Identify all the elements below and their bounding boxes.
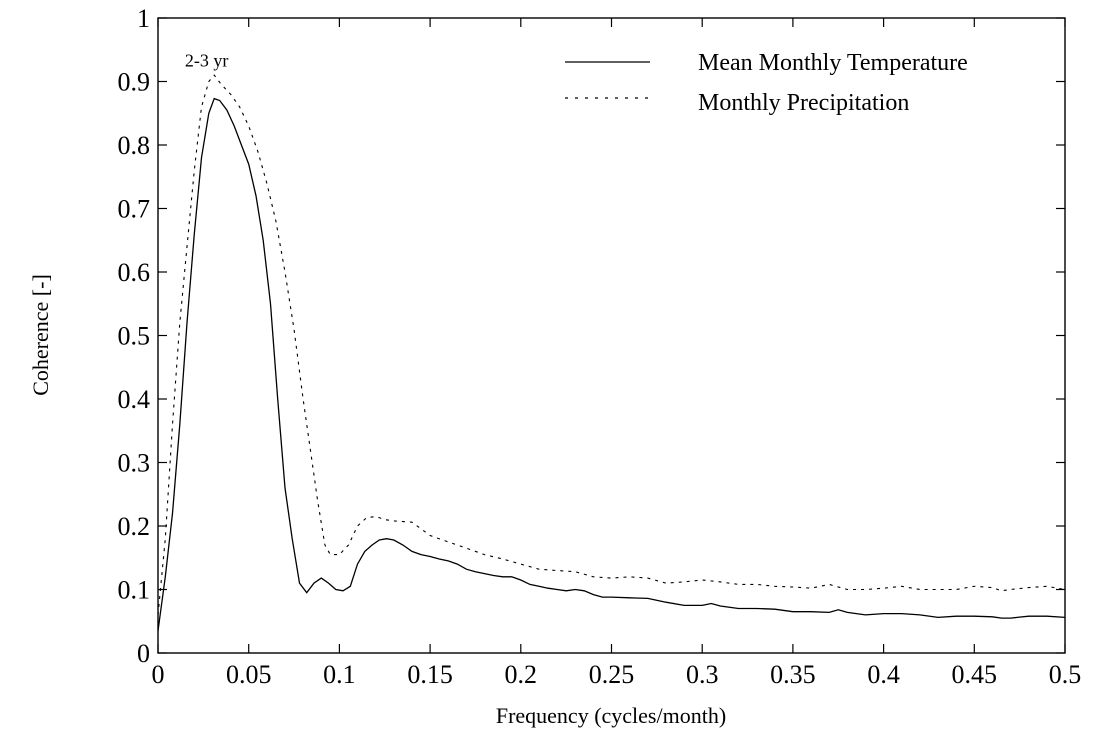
x-axis-label: Frequency (cycles/month)	[496, 703, 726, 728]
y-tick-label: 0.3	[118, 449, 151, 478]
x-tick-label: 0.15	[407, 660, 453, 689]
y-tick-label: 0.6	[118, 258, 151, 287]
y-tick-label: 1	[137, 4, 150, 33]
x-tick-label: 0.2	[505, 660, 538, 689]
series-line-temperature	[157, 97, 1066, 631]
y-tick-label: 0.2	[118, 512, 151, 541]
legend-label-precipitation: Monthly Precipitation	[698, 90, 909, 116]
y-axis-label: Coherence [-]	[28, 274, 53, 396]
y-tick-label: 0.8	[118, 131, 151, 160]
legend-label-temperature: Mean Monthly Temperature	[698, 50, 968, 76]
peak-annotation: 2-3 yr	[185, 50, 229, 70]
x-tick-label: 0.4	[867, 660, 900, 689]
x-tick-label: 0.05	[226, 660, 272, 689]
x-tick-label: 0.25	[589, 660, 635, 689]
y-tick-label: 0.5	[118, 322, 151, 351]
y-tick-label: 0.4	[118, 385, 151, 414]
x-tick-label: 0.35	[770, 660, 816, 689]
series-line-precipitation	[157, 74, 1066, 615]
x-tick-label: 0	[152, 660, 165, 689]
x-tick-label: 0.45	[952, 660, 998, 689]
y-tick-label: 0.9	[118, 68, 151, 97]
plot-frame	[157, 17, 1066, 654]
series-layer	[157, 74, 1066, 631]
x-tick-label: 0.1	[323, 660, 356, 689]
tick-layer: 0 0.05 0.1 0.15 0.2 0.25 0.3 0.35 0.4 0.45 0.5 0 0.1…	[118, 4, 1082, 689]
x-tick-label: 0.5	[1049, 660, 1082, 689]
y-tick-label: 0.1	[118, 576, 151, 605]
x-tick-label: 0.3	[686, 660, 719, 689]
legend: Mean Monthly Temperature Monthly Precipi…	[565, 50, 968, 116]
y-tick-label: 0.7	[118, 195, 151, 224]
y-tick-label: 0	[137, 639, 150, 668]
